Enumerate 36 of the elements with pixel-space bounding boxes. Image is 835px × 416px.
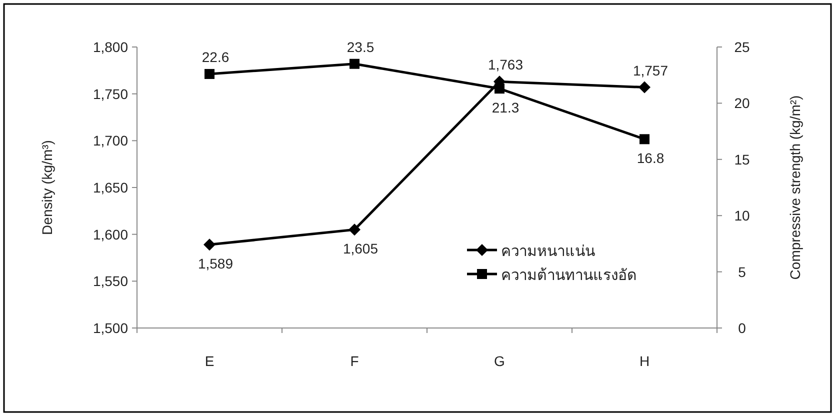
point: [204, 68, 214, 79]
y2-tick-label: 10: [734, 208, 750, 224]
y-axis-title: Density (kg/m³): [39, 140, 55, 235]
y-tick-label: 1,700: [92, 132, 128, 149]
y-tick-label: 1,750: [92, 86, 128, 102]
data-label: 23.5: [346, 38, 374, 55]
y-tick-label: 1,800: [92, 39, 128, 55]
point: [638, 81, 650, 94]
y2-axis-title: Compressive strength (kg/m²): [787, 95, 803, 280]
y-tick-label: 1,550: [92, 273, 128, 290]
legend-label: ความต้านทานแรงอัด: [501, 267, 637, 284]
point: [494, 84, 504, 94]
data-label: 1,757: [632, 62, 668, 78]
x-tick-label: F: [350, 353, 359, 369]
y-tick-label: 1,600: [92, 226, 128, 242]
x-tick-label: E: [204, 353, 214, 369]
x-tick-label: H: [639, 353, 650, 369]
y2-tick-label: 25: [734, 39, 750, 55]
y2-tick-label: 15: [734, 151, 750, 168]
data-label: 22.6: [202, 48, 230, 65]
data-label: 16.8: [636, 150, 664, 166]
y-tick-label: 1,650: [92, 180, 128, 196]
y2-tick-label: 5: [738, 264, 746, 280]
y2-tick-label: 20: [734, 95, 750, 112]
data-label: 21.3: [492, 100, 520, 116]
data-label: 1,763: [488, 56, 524, 73]
point: [350, 58, 360, 69]
legend-label: ความหนาแน่น: [501, 243, 595, 260]
point: [204, 238, 216, 251]
data-label: 1,605: [342, 240, 378, 257]
point: [640, 134, 650, 144]
point: [348, 224, 360, 236]
data-label: 1,589: [198, 256, 234, 272]
y2-tick-label: 0: [738, 320, 746, 336]
x-tick-label: G: [494, 353, 505, 369]
y-tick-label: 1,500: [92, 320, 128, 336]
